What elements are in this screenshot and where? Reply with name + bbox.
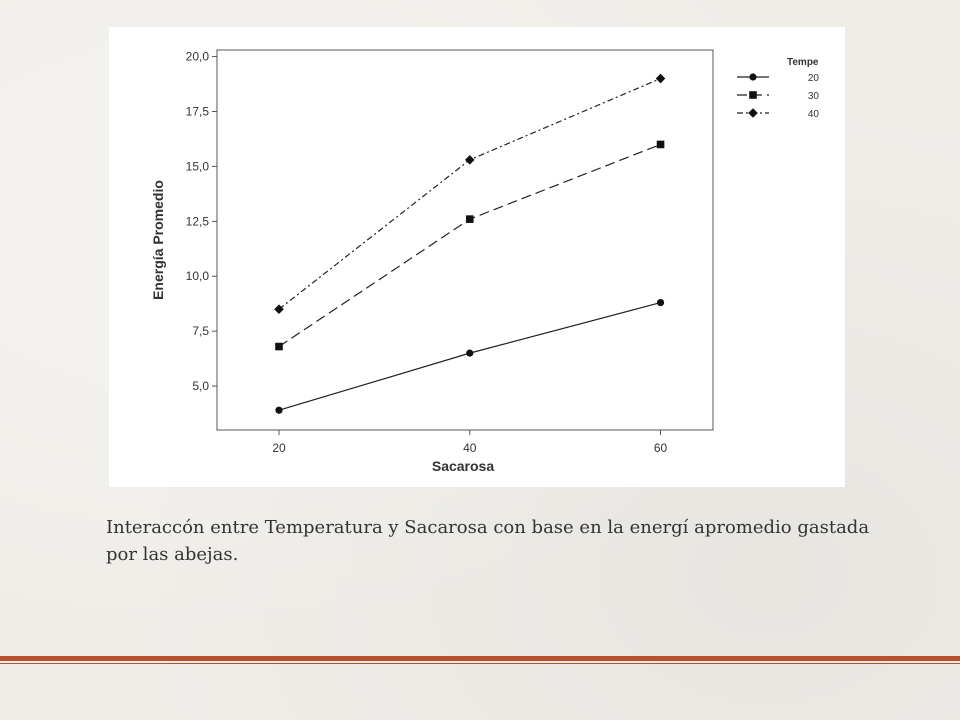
data-point-40 xyxy=(655,73,666,84)
data-point-40 xyxy=(464,155,475,165)
x-axis: 20 40 60 xyxy=(272,430,668,455)
data-point-30 xyxy=(465,215,474,223)
y-axis-label: Energía Promedio xyxy=(150,180,166,300)
legend-title: Tempe xyxy=(787,57,819,68)
legend-marker-20 xyxy=(749,73,757,81)
legend: Tempe 20 30 40 xyxy=(737,57,819,120)
series-layer xyxy=(274,73,666,414)
series-40 xyxy=(274,73,666,314)
y-tick-label: 5,0 xyxy=(192,379,209,393)
x-axis-label: Sacarosa xyxy=(432,458,494,474)
legend-label-20: 20 xyxy=(808,73,820,84)
x-tick-label: 20 xyxy=(272,441,286,455)
y-tick-label: 15,0 xyxy=(186,159,210,173)
x-tick-label: 40 xyxy=(463,441,477,455)
legend-label-40: 40 xyxy=(808,109,820,120)
footer-accent-bar xyxy=(0,656,960,661)
y-tick-label: 20,0 xyxy=(186,50,210,64)
legend-marker-30 xyxy=(749,91,757,99)
series-20 xyxy=(275,299,665,414)
y-axis: 5,0 7,5 10,0 12,5 15,0 17,5 20,0 xyxy=(186,50,217,393)
series-30 xyxy=(275,140,665,351)
interaction-line-chart: 5,0 7,5 10,0 12,5 15,0 17,5 20,0 20 40 60 Energí… xyxy=(150,49,819,474)
footer-accent-line xyxy=(0,663,960,664)
y-tick-label: 12,5 xyxy=(186,214,210,228)
data-point-20 xyxy=(466,349,474,357)
data-point-30 xyxy=(275,342,283,351)
y-tick-label: 10,0 xyxy=(186,269,210,283)
chart-figure: 5,0 7,5 10,0 12,5 15,0 17,5 20,0 20 40 60 Energí… xyxy=(109,27,845,487)
legend-marker-40 xyxy=(748,108,758,118)
data-point-20 xyxy=(275,406,283,414)
legend-label-30: 30 xyxy=(808,91,820,102)
data-point-30 xyxy=(656,140,665,149)
data-point-20 xyxy=(656,299,665,307)
y-tick-label: 17,5 xyxy=(186,105,210,119)
y-tick-label: 7,5 xyxy=(192,324,209,338)
x-tick-label: 60 xyxy=(654,441,668,455)
data-point-40 xyxy=(274,304,284,314)
plot-frame xyxy=(216,49,714,431)
slide-caption: Interaccón entre Temperatura y Sacarosa … xyxy=(106,517,870,565)
